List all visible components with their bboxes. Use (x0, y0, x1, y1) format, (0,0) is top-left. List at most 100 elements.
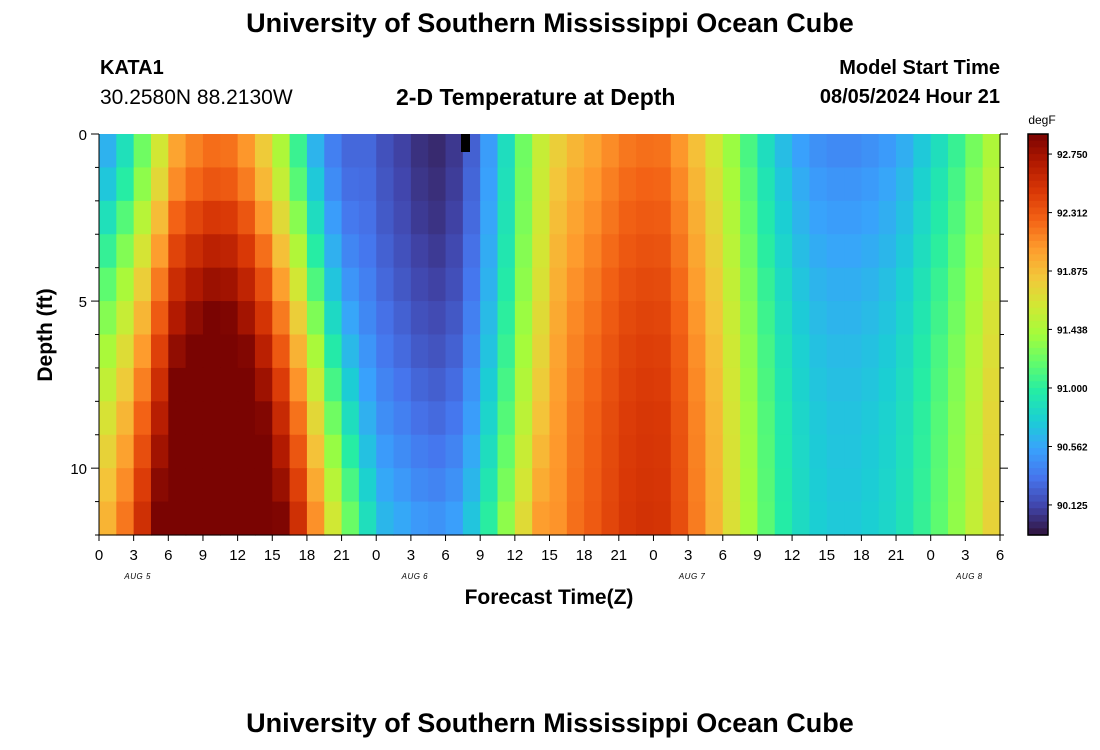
heatmap-cell (202, 267, 221, 302)
heatmap-cell (566, 468, 585, 503)
heatmap-cell (757, 434, 776, 469)
heatmap-cell (358, 401, 377, 436)
heatmap-cell (532, 334, 551, 369)
heatmap-cell (254, 134, 273, 169)
heatmap-cell (601, 301, 620, 336)
heatmap-cell (740, 401, 759, 436)
heatmap-cell (202, 234, 221, 269)
heatmap-cell (809, 501, 828, 536)
heatmap-cell (376, 434, 395, 469)
heatmap-cell (358, 267, 377, 302)
heatmap-cell (497, 200, 516, 235)
page-title: University of Southern Mississippi Ocean… (246, 8, 854, 38)
heatmap-cell (202, 401, 221, 436)
colorbar-segment (1028, 361, 1048, 369)
heatmap-cell (844, 434, 862, 469)
heatmap-cell (202, 367, 221, 402)
heatmap-cell (168, 267, 187, 302)
heatmap-cell (289, 468, 308, 503)
heatmap-cell (566, 401, 585, 436)
x-tick-label: 3 (407, 547, 415, 564)
heatmap-cell (462, 401, 481, 436)
colorbar-segment (1028, 187, 1048, 195)
heatmap-cell (618, 234, 637, 269)
colorbar-tick-label: 91.438 (1057, 325, 1088, 336)
heatmap-cell (480, 401, 499, 436)
heatmap-cell (237, 501, 256, 536)
heatmap-cell (722, 501, 741, 536)
heatmap-cell (757, 367, 776, 402)
heatmap-cell (878, 267, 897, 302)
heatmap-cell (653, 167, 672, 202)
heatmap-cell (220, 468, 239, 503)
heatmap-cell (549, 234, 568, 269)
heatmap-cell (358, 167, 377, 202)
heatmap-cell (376, 367, 395, 402)
heatmap-cell (965, 167, 984, 202)
heatmap-cell (133, 200, 152, 235)
heatmap-cell (757, 401, 776, 436)
heatmap-cell (930, 167, 949, 202)
colorbar-segment (1028, 260, 1048, 269)
heatmap-cell (480, 301, 499, 336)
marker-cell (461, 134, 470, 152)
heatmap-cell (168, 167, 187, 202)
heatmap-cell (410, 200, 429, 235)
heatmap-cell (636, 200, 655, 235)
heatmap-cell (133, 234, 152, 269)
heatmap-cell (150, 301, 169, 336)
heatmap-cell (220, 134, 239, 169)
y-tick-label: 5 (79, 294, 87, 311)
heatmap-cell (896, 200, 914, 235)
heatmap-cell (930, 468, 949, 503)
heatmap-cell (133, 401, 152, 436)
heatmap-cell (254, 234, 273, 269)
heatmap-cell (861, 134, 880, 169)
heatmap-cell (410, 167, 429, 202)
heatmap-cell (826, 200, 845, 235)
colorbar-segment (1028, 314, 1048, 322)
heatmap-cell (237, 200, 256, 235)
heatmap-cell (237, 234, 256, 269)
heatmap-cell (237, 401, 256, 436)
colorbar-segment (1028, 274, 1048, 282)
heatmap-cell (740, 200, 759, 235)
heatmap-cell (601, 267, 620, 302)
heatmap-cell (601, 234, 620, 269)
x-tick-label: 6 (996, 547, 1004, 564)
heatmap-cell (393, 200, 412, 235)
heatmap-cell (150, 401, 169, 436)
colorbar-segment (1028, 334, 1048, 342)
heatmap-cell (618, 501, 637, 536)
heatmap-cell (150, 200, 169, 235)
heatmap-cells (99, 134, 1001, 536)
heatmap-cell (272, 401, 291, 436)
heatmap-cell (168, 468, 187, 503)
x-tick-label: 12 (507, 547, 524, 564)
x-tick-label: 12 (229, 547, 246, 564)
heatmap-cell (99, 200, 117, 235)
heatmap-cell (514, 367, 533, 402)
heatmap-cell (150, 234, 169, 269)
heatmap-cell (202, 134, 221, 169)
heatmap-cell (514, 234, 533, 269)
heatmap-cell (272, 501, 291, 536)
colorbar-segment (1028, 327, 1048, 336)
heatmap-cell (306, 401, 325, 436)
heatmap-cell (896, 367, 914, 402)
heatmap-cell (792, 501, 811, 536)
heatmap-cell (289, 167, 308, 202)
chart-subtitle: 2-D Temperature at Depth (396, 84, 676, 110)
colorbar-segment (1028, 154, 1048, 162)
heatmap-cell (861, 434, 880, 469)
heatmap-cell (150, 267, 169, 302)
heatmap-cell (653, 468, 672, 503)
heatmap-cell (220, 401, 239, 436)
colorbar-segment (1028, 454, 1048, 463)
heatmap-cell (393, 334, 412, 369)
colorbar-segment (1028, 461, 1048, 469)
heatmap-cell (254, 401, 273, 436)
heatmap-cell (410, 301, 429, 336)
heatmap-cell (618, 267, 637, 302)
heatmap-cell (740, 468, 759, 503)
